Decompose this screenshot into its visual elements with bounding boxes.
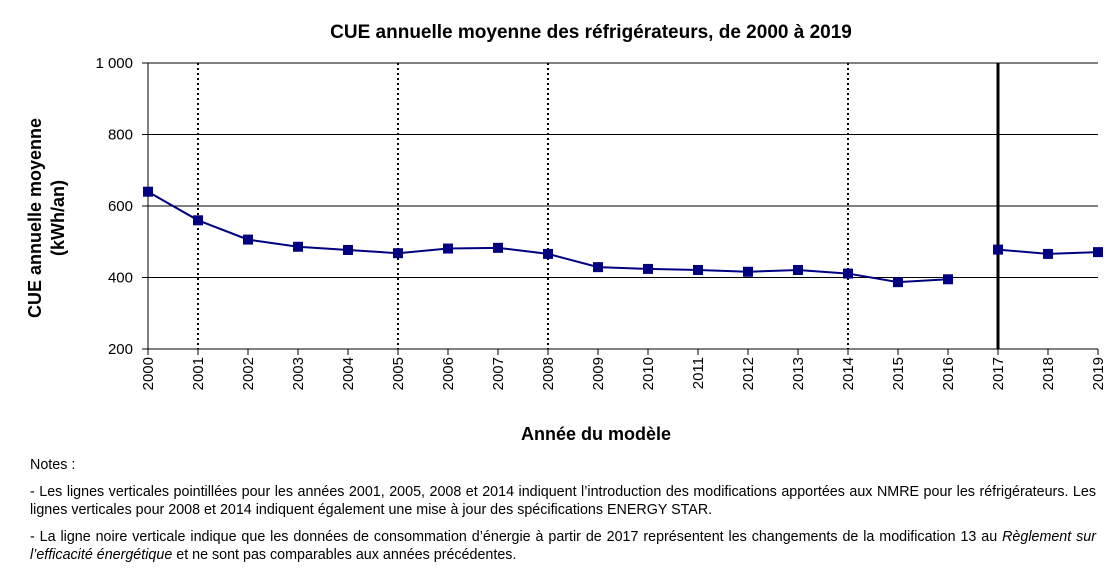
data-point-2000 — [143, 186, 153, 197]
x-tick-label-2015: 2015 — [890, 357, 907, 390]
notes-heading: Notes : — [30, 457, 76, 473]
y-axis-title-line2: (kWh/an) — [48, 180, 68, 256]
x-tick-labels: 2000 2001 2002 2003 2004 2005 2006 2007 2008 2009… — [140, 357, 1107, 390]
notes: Notes : - Les lignes verticales pointill… — [30, 456, 1096, 564]
y-axis-title-line1: CUE annuelle moyenne — [25, 118, 45, 318]
data-point-2004 — [343, 244, 353, 255]
data-point-2013 — [793, 264, 803, 275]
y-tick-label-800: 800 — [108, 127, 133, 144]
y-tick-label-400: 400 — [108, 270, 133, 287]
data-point-2019 — [1093, 247, 1103, 258]
x-tick-label-2017: 2017 — [990, 357, 1007, 390]
x-tick-label-2000: 2000 — [140, 357, 157, 390]
data-series — [143, 186, 1103, 288]
data-point-2007 — [493, 242, 503, 253]
chart-title: CUE annuelle moyenne des réfrigérateurs,… — [330, 22, 852, 43]
data-point-2009 — [593, 262, 603, 273]
data-point-2011 — [693, 264, 703, 275]
data-point-2001 — [193, 215, 203, 226]
x-tick-label-2003: 2003 — [290, 357, 307, 390]
axes — [142, 62, 1099, 355]
x-axis-title: Année du modèle — [521, 424, 671, 444]
x-tick-label-2019: 2019 — [1090, 357, 1107, 390]
y-tick-label-600: 600 — [108, 198, 133, 215]
x-tick-label-2005: 2005 — [390, 357, 407, 390]
x-tick-label-2009: 2009 — [590, 357, 607, 390]
x-tick-label-2018: 2018 — [1040, 357, 1057, 390]
data-point-2002 — [243, 234, 253, 245]
x-tick-label-2001: 2001 — [190, 357, 207, 390]
x-tick-label-2006: 2006 — [440, 357, 457, 390]
x-tick-label-2008: 2008 — [540, 357, 557, 390]
x-tick-label-2004: 2004 — [340, 357, 357, 390]
data-point-2017 — [993, 244, 1003, 255]
data-point-2003 — [293, 241, 303, 252]
x-tick-label-2014: 2014 — [840, 357, 857, 390]
data-point-2006 — [443, 243, 453, 254]
data-point-2014 — [843, 268, 853, 279]
data-point-2016 — [943, 274, 953, 285]
vertical-markers — [197, 63, 1000, 349]
note-regulation-title: Règlement sur l’efficacité énergétique — [30, 529, 1096, 563]
data-point-2008 — [543, 248, 553, 259]
note-solid-line: - La ligne noire verticale indique que l… — [30, 528, 1096, 564]
data-point-2012 — [743, 266, 753, 277]
note-solid-line-text: - La ligne noire verticale indique que l… — [30, 529, 1003, 545]
x-tick-label-2002: 2002 — [240, 357, 257, 390]
data-point-2015 — [893, 277, 903, 288]
note-dotted-lines: - Les lignes verticales pointillées pour… — [30, 484, 1096, 518]
x-tick-label-2011: 2011 — [690, 357, 707, 389]
gridlines — [148, 62, 1098, 278]
note-solid-line-end: et ne sont pas comparables aux années pr… — [172, 547, 517, 563]
data-point-2018 — [1043, 248, 1053, 259]
y-tick-label-1000: 1 000 — [95, 55, 133, 72]
y-tick-labels: 200 400 600 800 1 000 — [95, 55, 133, 358]
x-tick-label-2007: 2007 — [490, 357, 507, 390]
data-point-2005 — [393, 248, 403, 259]
y-tick-label-200: 200 — [108, 341, 133, 358]
data-point-2010 — [643, 263, 653, 274]
chart: CUE annuelle moyenne des réfrigérateurs,… — [25, 22, 1107, 444]
x-tick-label-2016: 2016 — [940, 357, 957, 390]
x-tick-label-2012: 2012 — [740, 357, 757, 390]
x-tick-label-2013: 2013 — [790, 357, 807, 390]
x-tick-label-2010: 2010 — [640, 357, 657, 390]
